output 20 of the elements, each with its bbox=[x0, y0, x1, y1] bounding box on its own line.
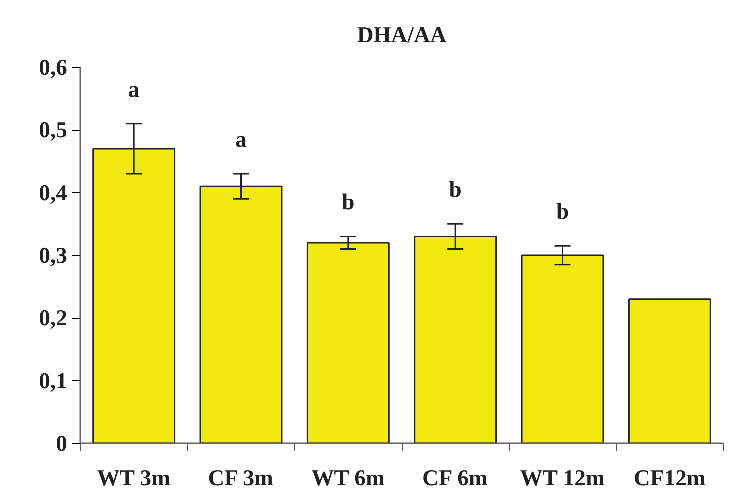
y-tick-label: 0 bbox=[56, 431, 68, 456]
x-tick-label: CF 3m bbox=[208, 466, 274, 490]
x-tick-label: WT 3m bbox=[97, 466, 171, 490]
y-tick-label: 0,1 bbox=[39, 368, 68, 394]
annotation: b bbox=[449, 177, 462, 202]
x-tick-label: CF12m bbox=[634, 466, 706, 490]
y-tick-label: 0,4 bbox=[39, 180, 68, 206]
y-tick-label: 0,2 bbox=[39, 306, 68, 331]
annotation: b bbox=[556, 199, 570, 224]
x-tick-label: WT 6m bbox=[312, 466, 385, 490]
bar bbox=[628, 298, 712, 444]
x-tick-label: WT 12m bbox=[520, 466, 605, 490]
annotation: b bbox=[342, 190, 355, 215]
chart-title: DHA/AA bbox=[357, 22, 448, 48]
y-tick-label: 0,6 bbox=[39, 55, 68, 80]
annotation: a bbox=[236, 127, 247, 152]
x-tick-label: CF 6m bbox=[422, 466, 488, 490]
annotation: a bbox=[128, 76, 140, 102]
y-tick-label: 0,3 bbox=[39, 243, 68, 268]
y-tick-label: 0,5 bbox=[39, 118, 68, 143]
